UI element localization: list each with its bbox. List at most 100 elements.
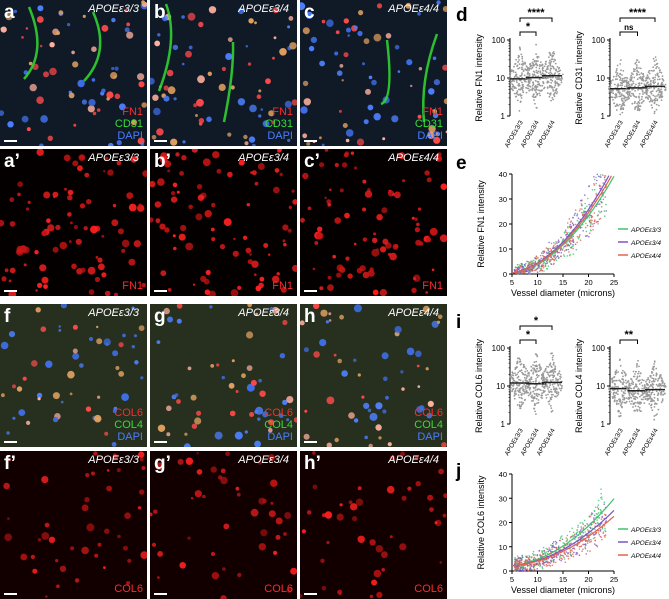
cell (187, 536, 191, 540)
data-point (517, 569, 519, 572)
data-point (534, 96, 537, 98)
cell (425, 291, 429, 294)
cell (426, 237, 432, 243)
panel-letter: g (154, 306, 166, 327)
data-point (527, 264, 529, 266)
channel-label-col4: COL4 (114, 419, 143, 431)
cell (0, 26, 7, 33)
data-point (534, 369, 537, 372)
data-point (655, 373, 658, 376)
data-point (527, 260, 529, 263)
data-point (654, 81, 656, 84)
data-point (611, 96, 614, 99)
cell (258, 378, 262, 383)
data-point (569, 241, 571, 243)
data-point (590, 539, 592, 541)
channel-label-dapi: DAPI (417, 431, 443, 443)
data-point (560, 536, 562, 538)
data-point (660, 90, 663, 93)
cell (345, 138, 350, 143)
cell (319, 162, 325, 168)
cell (326, 540, 330, 545)
data-point (550, 86, 553, 89)
data-point (533, 93, 535, 95)
cell (220, 595, 227, 599)
data-point (516, 99, 519, 102)
data-point (621, 372, 624, 375)
data-point (657, 78, 659, 81)
data-point (550, 249, 553, 251)
data-point (620, 107, 622, 110)
cell (353, 418, 359, 423)
micrograph-image (300, 0, 447, 146)
data-point (611, 89, 614, 92)
data-point (524, 391, 527, 394)
cell (104, 290, 111, 296)
data-point (552, 255, 555, 258)
data-point (580, 526, 582, 528)
cell (417, 12, 421, 16)
cell (67, 370, 75, 379)
micrograph-image (0, 451, 147, 599)
data-point (629, 384, 632, 387)
data-point (560, 387, 563, 390)
data-point (534, 89, 536, 92)
data-point (514, 372, 516, 375)
significance-label: ns (624, 23, 634, 32)
data-point (570, 242, 572, 245)
cell (254, 410, 259, 414)
cell (322, 513, 326, 517)
cell (339, 314, 344, 320)
data-point (581, 226, 583, 229)
y-tick-label: 100 (592, 36, 606, 45)
cell (166, 432, 171, 437)
data-point (656, 74, 659, 76)
data-point (540, 389, 542, 391)
significance-bracket (519, 325, 553, 330)
data-point (526, 379, 528, 382)
cell (422, 305, 430, 313)
data-point (660, 392, 663, 395)
data-point (516, 404, 519, 406)
data-point (539, 270, 541, 273)
cell (436, 320, 441, 324)
data-point (647, 386, 650, 389)
data-point (577, 526, 579, 528)
cell (306, 510, 312, 515)
data-point (567, 248, 570, 251)
cell (417, 385, 421, 388)
data-point (640, 72, 643, 75)
data-point (552, 561, 555, 564)
data-point (621, 84, 624, 87)
cell (112, 408, 117, 414)
data-point (562, 555, 564, 557)
data-point (635, 61, 638, 64)
cell (140, 376, 144, 380)
cell (238, 159, 245, 166)
data-point (650, 406, 653, 409)
micrograph-f-prime: f’ APOEε3/3 COL6 (0, 451, 147, 599)
cell (58, 325, 61, 328)
data-point (541, 252, 543, 254)
data-point (619, 81, 622, 84)
data-point (559, 384, 562, 386)
data-point (521, 554, 523, 557)
y-tick-label: 100 (492, 36, 506, 45)
data-point (640, 402, 643, 404)
data-point (546, 92, 549, 95)
data-point (534, 75, 537, 78)
data-point (632, 82, 635, 85)
data-point (540, 64, 543, 67)
data-point (560, 559, 562, 562)
cell (445, 130, 447, 134)
data-point (600, 536, 602, 538)
cell (37, 5, 44, 12)
cell (164, 227, 170, 233)
data-point (511, 377, 514, 379)
data-point (560, 79, 563, 82)
data-point (647, 395, 649, 397)
data-point (661, 398, 664, 400)
cell (88, 99, 96, 107)
data-point (515, 559, 517, 561)
cell (416, 222, 420, 227)
